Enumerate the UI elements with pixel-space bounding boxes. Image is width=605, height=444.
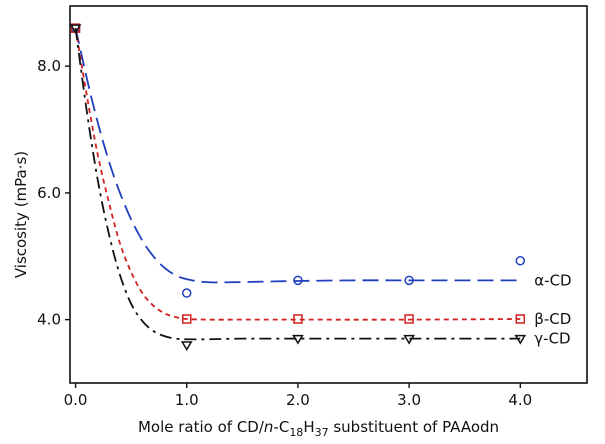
labels-layer: 0.0 1.0 2.0 3.0 4.0 4.0 6.0 8.0 Mole ratio of CD… xyxy=(12,57,572,439)
x-tick-label: 4.0 xyxy=(508,391,532,409)
series-3 xyxy=(69,24,527,351)
x-axis-title-part: n xyxy=(264,418,274,436)
plot-frame xyxy=(69,5,588,384)
x-axis-title-part: substituent of PAAodn xyxy=(329,418,499,436)
data-point xyxy=(181,288,192,298)
axes xyxy=(65,5,588,388)
fit-line xyxy=(74,27,521,284)
data-point xyxy=(514,334,527,345)
x-tick-label: 2.0 xyxy=(286,391,310,409)
data-point xyxy=(293,314,303,324)
series-label: γ-CD xyxy=(534,330,570,348)
x-axis-title-part: Mole ratio of CD/ xyxy=(138,418,265,436)
y-tick-label: 6.0 xyxy=(37,184,61,202)
series-layer xyxy=(69,23,527,351)
x-tick-label: 0.0 xyxy=(64,391,88,409)
fit-line xyxy=(74,28,521,321)
data-point xyxy=(404,275,414,286)
x-axis-title-part: 37 xyxy=(315,426,329,439)
x-axis-title: Mole ratio of CD/n-C18H37 substituent of… xyxy=(138,418,499,439)
y-axis-title: Viscosity (mPa·s) xyxy=(12,151,30,278)
x-tick-label: 3.0 xyxy=(397,391,421,409)
data-point xyxy=(293,275,303,286)
y-tick-label: 4.0 xyxy=(37,311,61,329)
x-axis-title-part: H xyxy=(303,418,314,436)
y-tick-label: 8.0 xyxy=(37,57,61,75)
data-point xyxy=(181,314,192,324)
data-point xyxy=(403,334,415,345)
data-point xyxy=(515,314,526,324)
x-axis-title-part: -C xyxy=(273,418,289,436)
series-1 xyxy=(70,23,526,298)
data-point xyxy=(292,334,304,345)
series-label: α-CD xyxy=(534,271,571,289)
data-point xyxy=(69,24,82,35)
series-label: β-CD xyxy=(534,310,571,328)
data-point xyxy=(180,341,193,351)
data-point xyxy=(515,255,526,266)
series-2 xyxy=(70,23,526,324)
fit-line xyxy=(74,28,521,341)
data-point xyxy=(404,314,414,324)
x-axis-title-part: 18 xyxy=(289,426,303,439)
x-tick-label: 1.0 xyxy=(175,391,199,409)
